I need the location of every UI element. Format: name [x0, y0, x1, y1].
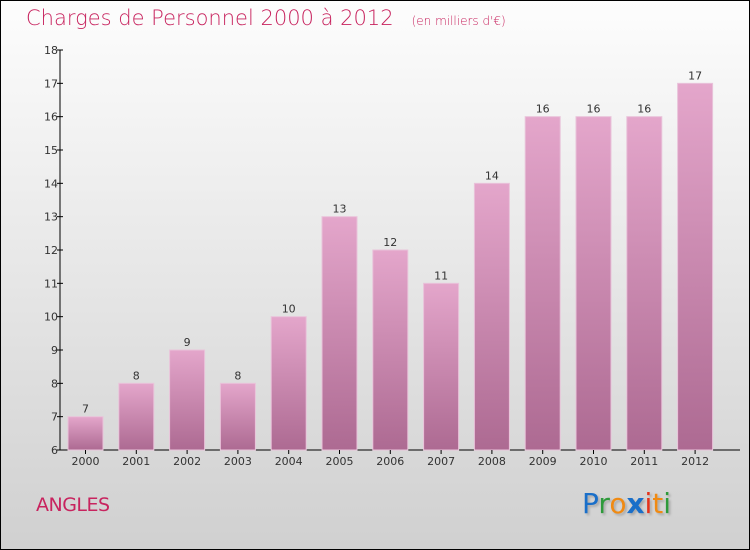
x-tick-label: 2005	[326, 455, 354, 468]
bar-2009	[524, 116, 561, 451]
bar-2004	[270, 316, 307, 451]
value-label: 7	[82, 403, 89, 416]
bar-2011	[626, 116, 663, 451]
x-tick-label: 2009	[529, 455, 557, 468]
y-tick-label: 11	[44, 277, 58, 290]
bar-2002	[169, 349, 206, 451]
title-text: Charges de Personnel 2000 à 2012	[26, 6, 394, 30]
x-tick-label: 2007	[427, 455, 455, 468]
value-label: 11	[434, 269, 448, 282]
x-tick-label: 2011	[630, 455, 658, 468]
unit-label: (en milliers d'€)	[411, 14, 506, 28]
x-tick-label: 2001	[122, 455, 150, 468]
bar-2005	[321, 216, 358, 451]
value-label: 8	[234, 369, 241, 382]
y-tick-label: 7	[51, 411, 58, 424]
x-tick-label: 2002	[173, 455, 201, 468]
bar-2012	[677, 82, 714, 451]
y-tick-label: 9	[51, 344, 58, 357]
value-label: 17	[688, 69, 702, 82]
y-tick-label: 13	[44, 211, 58, 224]
bar-2008	[473, 182, 510, 451]
y-tick-label: 16	[44, 111, 58, 124]
value-label: 16	[587, 103, 601, 116]
value-label: 9	[184, 336, 191, 349]
y-tick-label: 6	[51, 444, 58, 457]
x-tick-label: 2004	[275, 455, 303, 468]
x-tick-label: 2010	[580, 455, 608, 468]
bar-2007	[423, 282, 460, 451]
bar-2000	[67, 416, 104, 451]
bar-2001	[118, 382, 155, 451]
bar-2010	[575, 116, 612, 451]
value-label: 13	[333, 203, 347, 216]
y-tick-label: 15	[44, 144, 58, 157]
value-label: 16	[637, 103, 651, 116]
chart-title: Charges de Personnel 2000 à 2012 (en mill…	[26, 6, 506, 30]
x-tick-label: 2008	[478, 455, 506, 468]
value-label: 14	[485, 169, 499, 182]
y-tick-label: 18	[44, 44, 58, 57]
proxiti-logo[interactable]: Proxiti	[582, 487, 672, 520]
y-tick-label: 12	[44, 244, 58, 257]
x-tick-label: 2003	[224, 455, 252, 468]
bar-2003	[219, 382, 256, 451]
value-label: 8	[133, 369, 140, 382]
x-tick-label: 2000	[72, 455, 100, 468]
bar-2006	[372, 249, 409, 451]
city-name: ANGLES	[36, 494, 110, 516]
value-label: 10	[282, 303, 296, 316]
x-tick-label: 2012	[681, 455, 709, 468]
value-label: 12	[383, 236, 397, 249]
y-tick-label: 14	[44, 177, 58, 190]
value-label: 16	[536, 103, 550, 116]
y-tick-label: 10	[44, 311, 58, 324]
y-tick-label: 17	[44, 77, 58, 90]
y-tick-label: 8	[51, 377, 58, 390]
x-tick-label: 2006	[376, 455, 404, 468]
